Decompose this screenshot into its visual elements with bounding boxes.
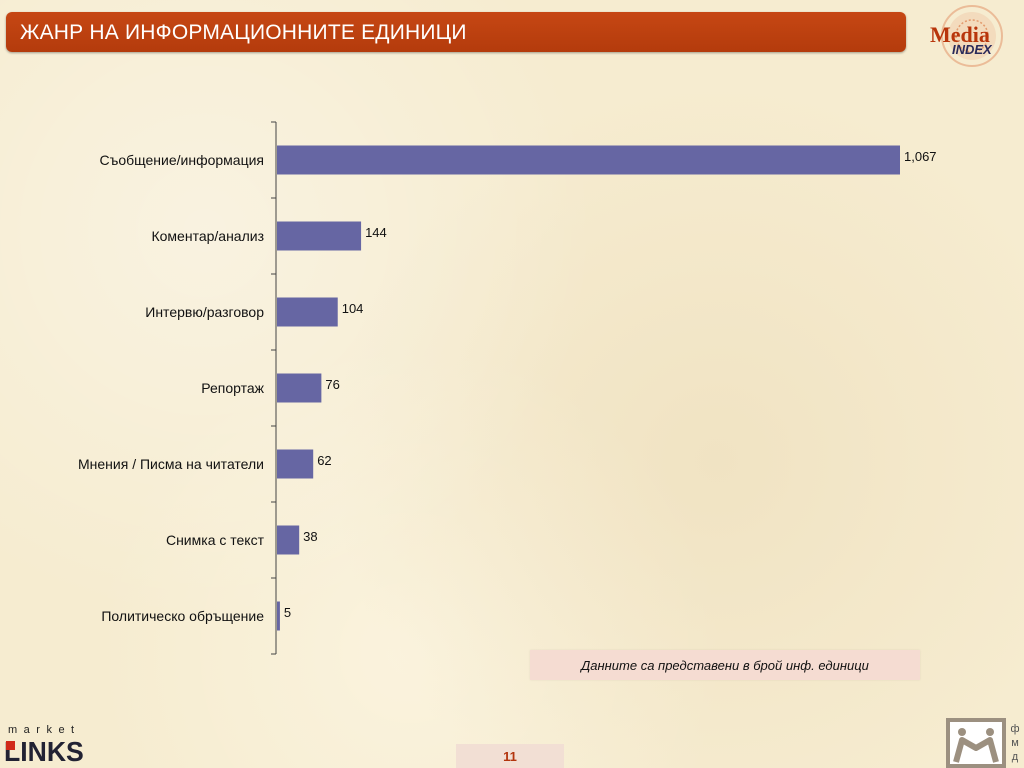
category-label: Съобщение/информация: [99, 152, 264, 168]
page-number: 11: [456, 744, 564, 768]
bar: [277, 145, 900, 175]
fmd-letter: м: [1011, 737, 1019, 749]
fmd-letter: ф: [1010, 723, 1019, 735]
bar: [277, 449, 314, 479]
bar: [277, 601, 280, 631]
value-label: 62: [317, 453, 331, 468]
bar: [277, 373, 322, 403]
category-label: Политическо обръщение: [101, 608, 264, 624]
media-index-logo: Media INDEX: [930, 5, 1003, 67]
value-label: 144: [365, 225, 387, 240]
bar: [277, 297, 338, 327]
fmd-logo: фмд: [946, 718, 1020, 768]
data-note: Данните са представени в брой инф. едини…: [530, 650, 920, 680]
value-label: 104: [342, 301, 364, 316]
bar: [277, 525, 300, 555]
page-title: ЖАНР НА ИНФОРМАЦИОННИТЕ ЕДИНИЦИ: [20, 21, 467, 44]
category-label: Мнения / Писма на читатели: [78, 456, 264, 472]
category-label: Снимка с текст: [166, 532, 265, 548]
category-label: Коментар/анализ: [151, 228, 264, 244]
logo-market-text: market: [8, 724, 81, 736]
title-bar: ЖАНР НА ИНФОРМАЦИОННИТЕ ЕДИНИЦИ: [6, 12, 906, 52]
category-label: Интервю/разговор: [145, 304, 264, 320]
svg-text:Media: Media: [930, 22, 990, 47]
value-label: 5: [284, 605, 291, 620]
value-label: 76: [325, 377, 339, 392]
value-label: 1,067: [904, 149, 937, 164]
logo-links-text: LINKS: [4, 736, 84, 767]
logo-red-square: [6, 741, 15, 750]
svg-text:INDEX: INDEX: [952, 42, 993, 57]
category-label: Репортаж: [201, 380, 264, 396]
value-label: 38: [303, 529, 317, 544]
fmd-letter: д: [1012, 751, 1019, 763]
bar: [277, 221, 362, 251]
market-links-logo: market LINKS: [4, 724, 96, 768]
